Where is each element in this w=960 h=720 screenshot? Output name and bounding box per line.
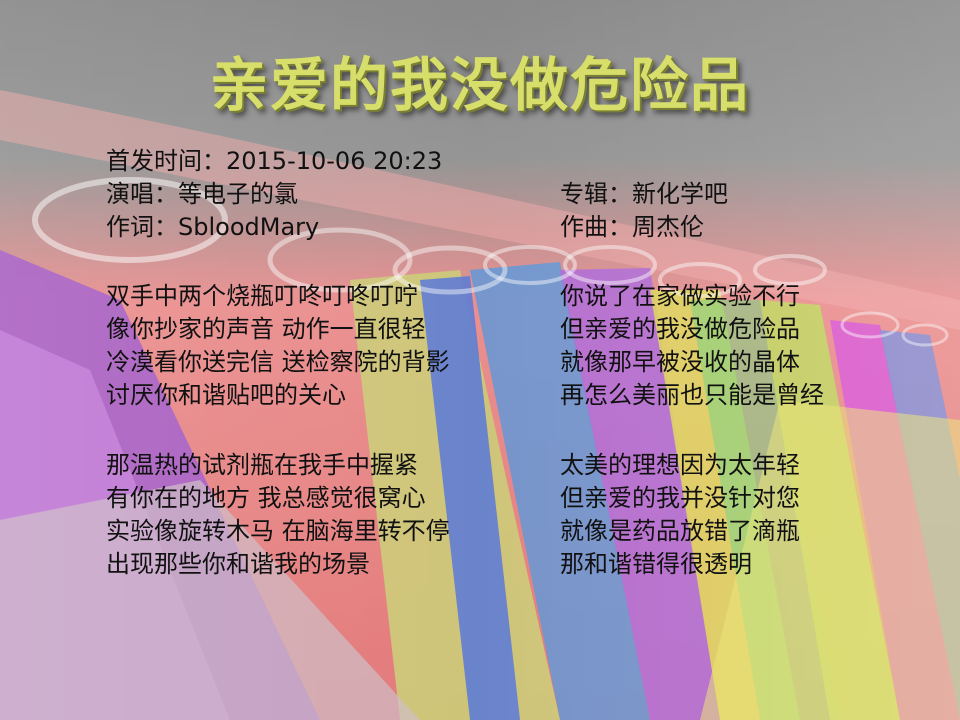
lyricist: 作词：SbloodMary xyxy=(106,213,320,241)
verse2-left: 那温热的试剂瓶在我手中握紧 有你在的地方 我总感觉很窝心 实验像旋转木马 在脑海… xyxy=(106,449,450,581)
lyric-line: 有你在的地方 我总感觉很窝心 xyxy=(106,484,426,512)
meta-left: 首发时间：2015-10-06 20:23 演唱：等电子的氯 作词：Sblood… xyxy=(106,145,442,244)
verse2-right: 太美的理想因为太年轻 但亲爱的我并没针对您 就像是药品放错了滴瓶 那和谐错得很透… xyxy=(560,449,800,581)
verse1-right: 你说了在家做实验不行 但亲爱的我没做危险品 就像那早被没收的晶体 再怎么美丽也只… xyxy=(560,280,824,412)
lyric-line: 那和谐错得很透明 xyxy=(560,550,752,578)
meta-right: 专辑：新化学吧 作曲：周杰伦 xyxy=(560,178,728,244)
lyric-line: 那温热的试剂瓶在我手中握紧 xyxy=(106,451,418,479)
verse1-left: 双手中两个烧瓶叮咚叮咚叮咛 像你抄家的声音 动作一直很轻 冷漠看你送完信 送检察… xyxy=(106,280,450,412)
lyric-line: 但亲爱的我没做危险品 xyxy=(560,315,800,343)
lyric-line: 双手中两个烧瓶叮咚叮咚叮咛 xyxy=(106,282,418,310)
album: 专辑：新化学吧 xyxy=(560,180,728,208)
lyric-line: 再怎么美丽也只能是曾经 xyxy=(560,381,824,409)
lyric-line: 实验像旋转木马 在脑海里转不停 xyxy=(106,517,450,545)
lyric-line: 就像是药品放错了滴瓶 xyxy=(560,517,800,545)
lyric-line: 但亲爱的我并没针对您 xyxy=(560,484,800,512)
singer: 演唱：等电子的氯 xyxy=(106,180,298,208)
composer: 作曲：周杰伦 xyxy=(560,213,704,241)
publish-date: 首发时间：2015-10-06 20:23 xyxy=(106,147,443,175)
lyric-line: 像你抄家的声音 动作一直很轻 xyxy=(106,315,426,343)
lyric-line: 出现那些你和谐我的场景 xyxy=(106,550,370,578)
lyric-line: 讨厌你和谐贴吧的关心 xyxy=(106,381,346,409)
lyric-line: 太美的理想因为太年轻 xyxy=(560,451,800,479)
lyric-line: 就像那早被没收的晶体 xyxy=(560,348,800,376)
lyric-line: 冷漠看你送完信 送检察院的背影 xyxy=(106,348,450,376)
page-title: 亲爱的我没做危险品 xyxy=(209,51,750,119)
lyric-line: 你说了在家做实验不行 xyxy=(560,282,800,310)
